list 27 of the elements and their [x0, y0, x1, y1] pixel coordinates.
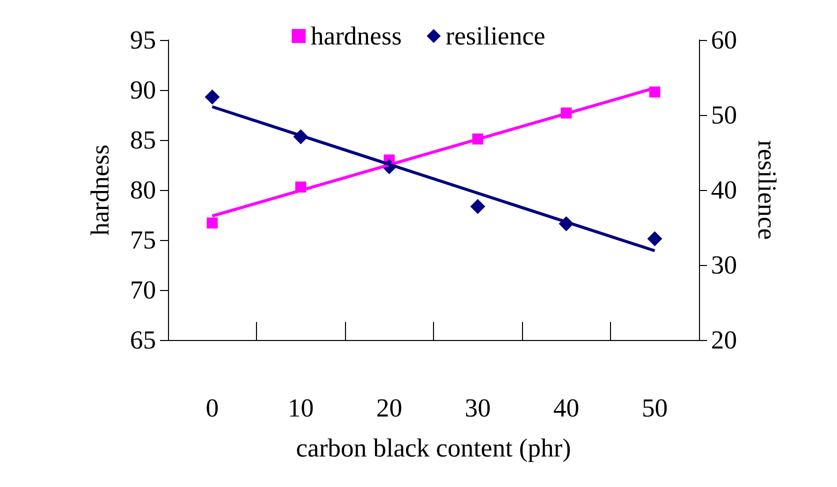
x-tick-label: 50	[642, 394, 668, 422]
y-tick-label: 80	[130, 176, 156, 204]
x-tick-label: 30	[464, 394, 491, 422]
y2-tick-label: 50	[711, 100, 737, 130]
x-tick-label: 20	[376, 394, 402, 422]
y-tick-label: 85	[130, 126, 156, 154]
y-tick-label: 75	[130, 226, 156, 254]
y2-tick-label: 60	[711, 26, 737, 54]
y2-tick-label: 40	[711, 176, 737, 204]
point	[470, 199, 486, 214]
x-tick-label: 10	[288, 394, 314, 422]
point	[647, 231, 662, 246]
y2-tick-label: 20	[711, 326, 737, 354]
x-tick-label: 40	[553, 394, 580, 422]
point	[204, 90, 220, 104]
x-axis-title: carbon black content (phr)	[296, 434, 572, 462]
y-tick-label: 90	[130, 76, 156, 104]
y-tick-label: 95	[130, 26, 156, 54]
legend-label: resilience	[446, 22, 546, 50]
y-tick-label: 65	[130, 326, 156, 354]
x-tick-label: 0	[206, 394, 219, 422]
y-tick-label: 70	[130, 276, 156, 304]
y2-tick-label: 30	[711, 250, 737, 280]
y-axis-title: hardness	[86, 144, 114, 236]
legend-label: hardness	[310, 22, 402, 50]
y2-axis-title: resilience	[752, 140, 782, 240]
point	[206, 218, 218, 228]
